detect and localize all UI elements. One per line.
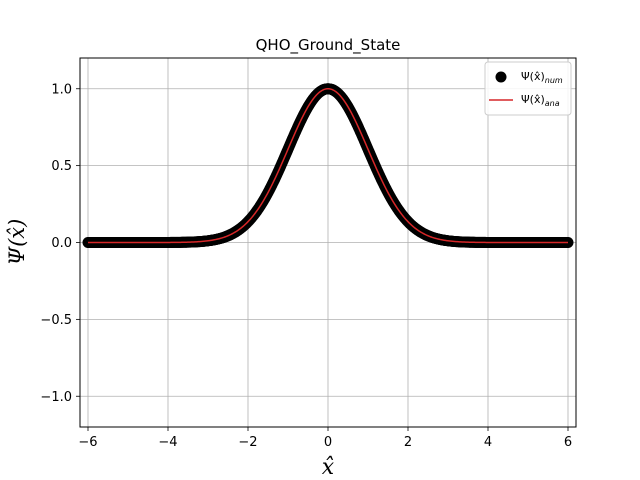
legend: Ψ(x̂)num Ψ(x̂)ana bbox=[484, 61, 572, 116]
y-tick-label: −0.5 bbox=[40, 313, 72, 328]
legend-label-num: Ψ(x̂)num bbox=[521, 70, 563, 85]
legend-label-ana-sub: ana bbox=[545, 99, 560, 108]
data-layer bbox=[82, 83, 574, 248]
legend-marker-num bbox=[495, 71, 507, 83]
legend-label-ana-base: Ψ(x̂) bbox=[521, 93, 545, 106]
x-tick-label: −4 bbox=[158, 435, 177, 450]
x-tick-label: −6 bbox=[78, 435, 97, 450]
y-tick-label: 1.0 bbox=[51, 82, 72, 97]
x-tick-label: 2 bbox=[404, 435, 412, 450]
x-tick-label: 4 bbox=[484, 435, 492, 450]
legend-label-ana: Ψ(x̂)ana bbox=[521, 93, 560, 108]
y-tick-label: −1.0 bbox=[40, 390, 72, 405]
y-tick-label: 0.0 bbox=[51, 236, 72, 251]
legend-box bbox=[484, 61, 572, 116]
y-axis-label: Ψ(x̂) bbox=[5, 219, 29, 266]
series-line-ana bbox=[88, 88, 568, 244]
chart-title: QHO_Ground_State bbox=[256, 36, 401, 55]
legend-label-num-base: Ψ(x̂) bbox=[521, 70, 545, 83]
x-tick-label: −2 bbox=[238, 435, 257, 450]
x-tick-label: 6 bbox=[564, 435, 572, 450]
x-axis-label: x̂ bbox=[322, 455, 335, 480]
y-tick-label: 0.5 bbox=[51, 159, 72, 174]
ticks: −6 −4 −2 0 2 4 6 −1.0 −0.5 0.0 0.5 1.0 bbox=[40, 82, 572, 450]
legend-label-num-sub: num bbox=[545, 76, 563, 85]
x-tick-label: 0 bbox=[324, 435, 332, 450]
